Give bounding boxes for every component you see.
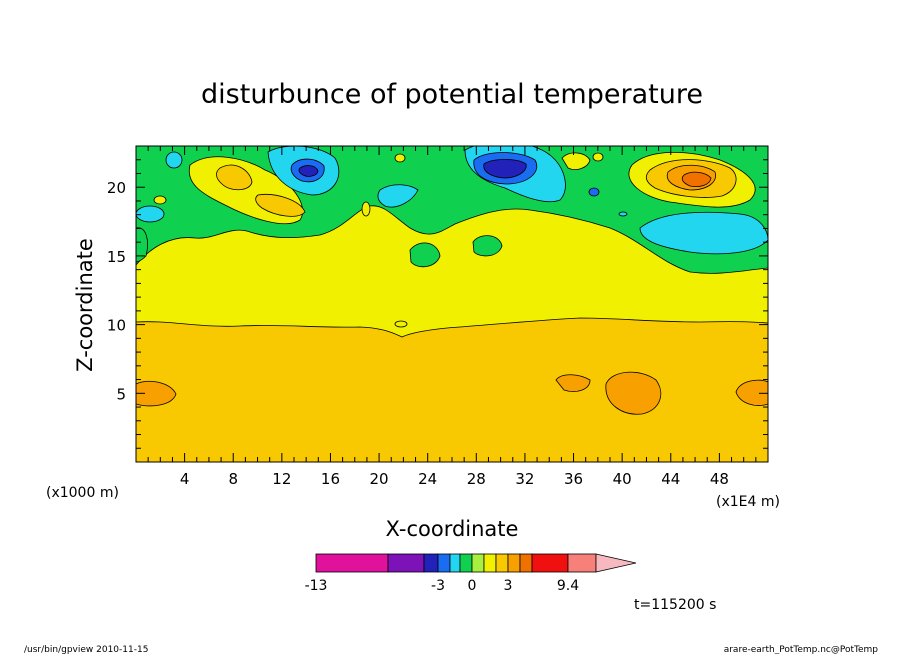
colorbar-label: -3 <box>431 578 445 594</box>
footer-left: /usr/bin/gpview 2010-11-15 <box>24 645 148 654</box>
colorbar-swatch <box>495 553 509 573</box>
x-tick-label: 8 <box>228 470 238 488</box>
x-tick-label: 40 <box>613 470 632 488</box>
y-tick-label: 10 <box>107 317 126 335</box>
footer-right: arare-earth_PotTemp.nc@PotTemp <box>724 645 879 654</box>
x-tick-label: 20 <box>370 470 389 488</box>
high-40 <box>605 371 662 415</box>
high-51 <box>735 379 768 406</box>
x-tick-label: 12 <box>272 470 291 488</box>
colorbar-swatch <box>519 553 533 573</box>
time-label: t=115200 s <box>634 597 716 613</box>
colorbar-swatch <box>387 553 425 573</box>
band-orange-base <box>136 317 768 462</box>
colorbar-label: -13 <box>305 578 328 594</box>
x-tick-label: 32 <box>515 470 534 488</box>
x-tick-label: 28 <box>467 470 486 488</box>
x-unit-right: (x1E4 m) <box>716 494 780 510</box>
chart-title: disturbunce of potential temperature <box>201 79 703 110</box>
contour-plot <box>136 146 768 462</box>
colorbar-swatch <box>459 553 473 573</box>
x-tick-label: 16 <box>321 470 340 488</box>
colorbar-swatch <box>471 553 485 573</box>
colorbar-swatch <box>449 553 461 573</box>
colorbar-swatch <box>507 553 521 573</box>
colorbar-arrow <box>595 553 637 573</box>
colorbar-swatch <box>531 553 569 573</box>
x-tick-label: 48 <box>710 470 729 488</box>
y-tick-label: 5 <box>116 385 126 403</box>
colorbar-swatch <box>423 553 439 573</box>
x-tick-label: 36 <box>564 470 583 488</box>
colorbar-label: 0 <box>468 578 477 594</box>
x-axis-ticks: 4 8 12 16 20 24 28 32 36 40 44 48 <box>147 146 757 488</box>
colorbar-swatch <box>437 553 451 573</box>
colorbar-label: 9.4 <box>557 578 579 594</box>
y-tick-label: 15 <box>107 248 126 266</box>
high-1.5 <box>136 380 177 407</box>
x-tick-label: 44 <box>661 470 680 488</box>
colorbar-label: 3 <box>504 578 513 594</box>
y-tick-label: 20 <box>107 179 126 197</box>
y-axis-label: Z-coordinate <box>73 238 97 372</box>
high-35 <box>555 374 591 392</box>
x-axis-label: X-coordinate <box>386 517 519 541</box>
y-axis-ticks: 5 10 15 20 <box>107 159 768 449</box>
colorbar-swatch <box>483 553 497 573</box>
x-tick-label: 4 <box>180 470 190 488</box>
colorbar-swatch <box>567 553 597 573</box>
x-unit-left: (x1000 m) <box>46 485 119 501</box>
colorbar: -13 -3 0 3 9.4 <box>305 553 637 594</box>
colorbar-swatch <box>315 553 389 573</box>
x-tick-label: 24 <box>418 470 437 488</box>
